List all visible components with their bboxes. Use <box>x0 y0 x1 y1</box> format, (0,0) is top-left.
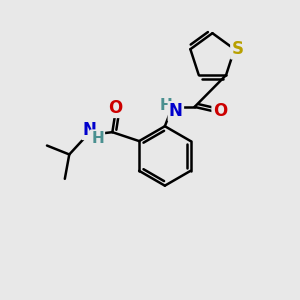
Text: N: N <box>82 121 96 139</box>
Text: O: O <box>108 99 122 117</box>
Text: O: O <box>213 102 227 120</box>
Text: H: H <box>159 98 172 113</box>
Text: N: N <box>169 102 183 120</box>
Text: H: H <box>91 130 104 146</box>
Text: S: S <box>231 40 243 58</box>
